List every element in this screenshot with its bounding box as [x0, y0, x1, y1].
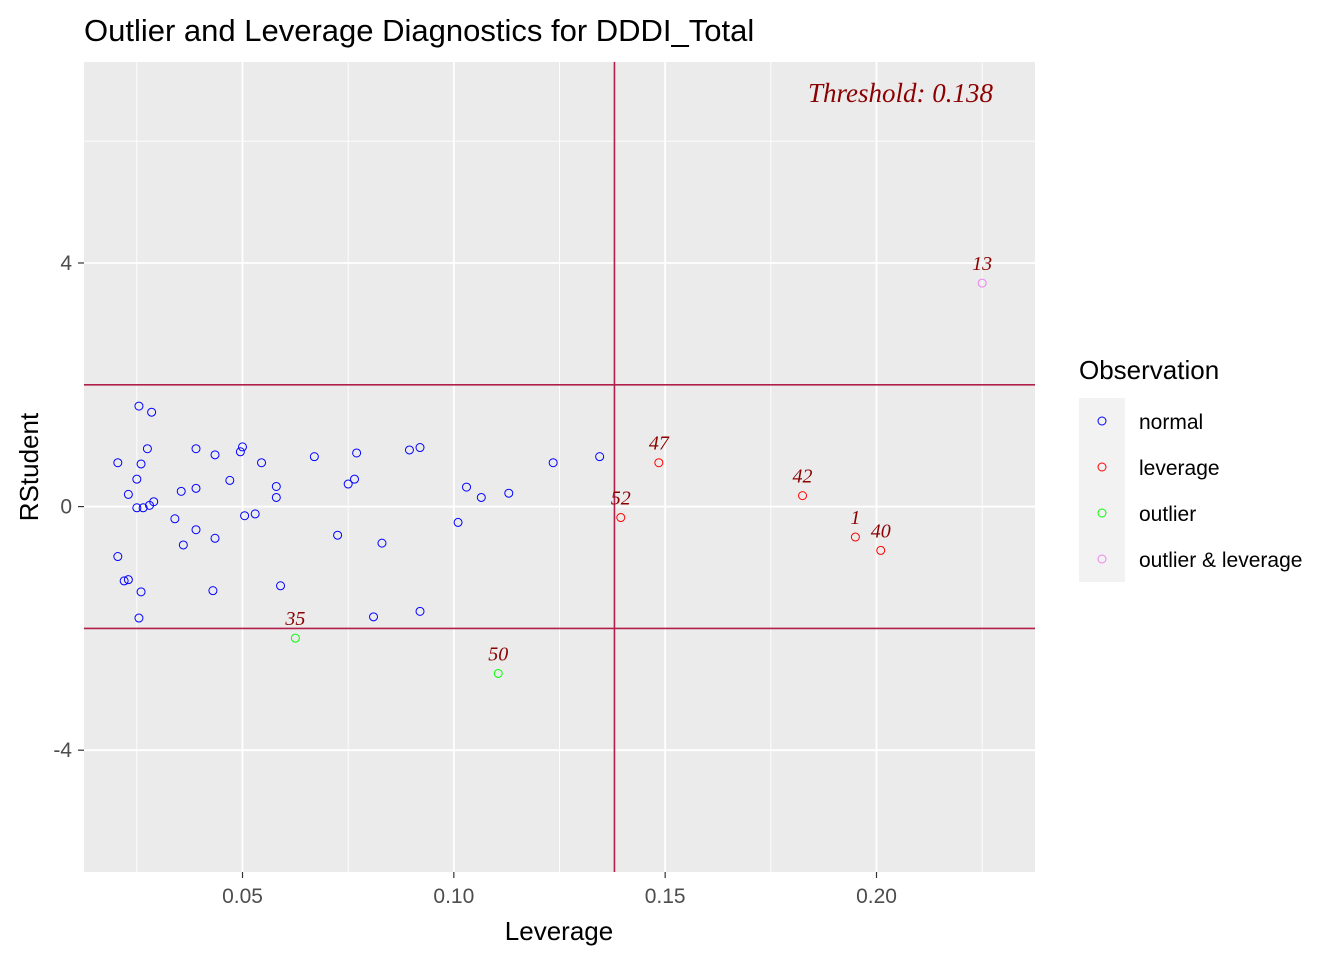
x-tick-label: 0.20	[856, 885, 897, 908]
point-labels: 35 50 52 47 42 1 40 13	[284, 253, 992, 665]
point-normal	[271, 481, 281, 491]
legend-label: outlier	[1139, 503, 1196, 526]
legend-label: normal	[1139, 411, 1203, 434]
x-tick-label: 0.15	[645, 885, 686, 908]
point-normal	[170, 514, 180, 524]
point-normal	[250, 509, 260, 519]
legend-marker	[1097, 416, 1107, 426]
point-normal	[377, 538, 387, 548]
point-label: 50	[488, 643, 508, 665]
point-normal	[208, 586, 218, 596]
legend-key	[1079, 536, 1125, 582]
point-normal	[333, 530, 343, 540]
data-points	[113, 278, 987, 678]
point-normal	[257, 458, 267, 468]
legend-marker	[1097, 554, 1107, 564]
point-normal	[343, 479, 353, 489]
point-normal	[138, 503, 148, 513]
point-normal	[238, 442, 247, 452]
point-normal	[134, 613, 144, 623]
legend-marker	[1097, 508, 1107, 518]
legend-key	[1079, 490, 1125, 536]
point-leverage	[616, 513, 626, 523]
point-normal	[132, 503, 142, 513]
point-outlier-leverage	[977, 278, 987, 288]
threshold-label: Threshold: 0.138	[808, 78, 994, 108]
point-normal	[369, 612, 379, 622]
point-label: 42	[793, 466, 813, 488]
point-normal	[271, 492, 281, 502]
point-label: 1	[850, 507, 860, 529]
point-normal	[191, 444, 201, 454]
point-outlier	[290, 633, 300, 643]
threshold-lines	[84, 62, 1035, 872]
point-normal	[415, 606, 425, 616]
point-normal	[235, 447, 245, 457]
point-normal	[136, 459, 146, 469]
point-normal	[240, 511, 250, 521]
point-normal	[178, 540, 188, 550]
legend-marker	[1097, 462, 1107, 472]
point-normal	[415, 443, 425, 453]
point-label: 52	[611, 488, 631, 510]
point-label: 13	[972, 253, 992, 275]
y-tick-label: -4	[53, 739, 72, 762]
y-axis-ticks: -4 0 4	[53, 252, 84, 762]
legend-label: outlier & leverage	[1139, 549, 1302, 572]
point-normal	[132, 474, 142, 484]
point-normal	[149, 497, 159, 507]
point-normal	[309, 452, 319, 462]
point-normal	[462, 482, 472, 492]
point-leverage	[876, 545, 886, 555]
point-outlier	[493, 668, 503, 678]
point-normal	[276, 581, 286, 591]
major-gridlines	[84, 62, 1035, 872]
x-tick-label: 0.05	[222, 885, 263, 908]
point-normal	[136, 587, 146, 597]
point-normal	[191, 483, 201, 493]
point-leverage	[798, 491, 808, 501]
point-label: 47	[649, 433, 670, 455]
x-tick-label: 0.10	[433, 885, 474, 908]
point-normal	[113, 458, 123, 468]
point-leverage	[850, 532, 860, 542]
point-normal	[548, 458, 558, 468]
point-normal	[350, 474, 360, 484]
x-axis-title: Leverage	[505, 916, 613, 946]
legend: Observation normal leverage outlier outlier…	[1079, 355, 1302, 582]
point-label: 35	[284, 608, 305, 630]
point-normal	[225, 475, 235, 485]
point-normal	[504, 488, 514, 498]
point-normal	[142, 444, 152, 454]
point-normal	[476, 492, 486, 502]
legend-label: leverage	[1139, 457, 1220, 480]
legend-key	[1079, 398, 1125, 444]
point-normal	[147, 407, 157, 417]
point-normal	[595, 452, 605, 462]
point-normal	[352, 448, 362, 458]
legend-key	[1079, 444, 1125, 490]
chart-title: Outlier and Leverage Diagnostics for DDD…	[84, 13, 754, 48]
point-normal	[176, 486, 186, 496]
legend-title: Observation	[1079, 355, 1219, 385]
y-tick-label: 4	[60, 252, 72, 275]
point-normal	[123, 489, 133, 499]
point-normal	[210, 533, 220, 543]
point-normal	[210, 450, 220, 460]
point-normal	[119, 576, 129, 586]
point-normal	[113, 552, 123, 562]
point-normal	[123, 575, 133, 585]
point-label: 40	[871, 520, 891, 542]
y-axis-title: RStudent	[14, 412, 44, 521]
point-normal	[134, 401, 144, 411]
point-normal	[404, 445, 414, 455]
point-normal	[453, 517, 463, 527]
point-leverage	[654, 458, 664, 468]
x-axis-ticks: 0.05 0.10 0.15 0.20	[222, 872, 897, 908]
y-tick-label: 0	[60, 496, 72, 519]
point-normal	[191, 525, 201, 535]
